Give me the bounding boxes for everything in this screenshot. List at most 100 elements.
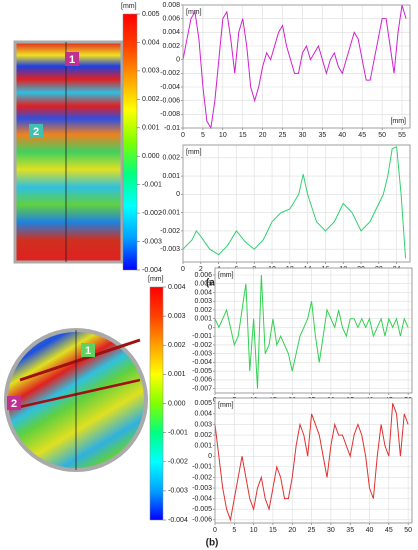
y-tick-label: 0.008 [162, 2, 180, 9]
y-tick-label: -0.004 [160, 84, 180, 91]
panel-label: (b) [206, 538, 219, 549]
y-tick-label: 0.004 [194, 411, 212, 418]
x-tick-label: 50 [404, 527, 412, 534]
y-tick-label: 0.003 [194, 421, 212, 428]
y-tick-label: 0.006 [162, 16, 180, 23]
x-tick-label: 35 [318, 132, 326, 139]
data-line [182, 146, 407, 259]
marker-box [29, 124, 43, 138]
plot-frame [182, 4, 411, 129]
y-tick-label: -0.006 [192, 517, 212, 524]
plot-area [182, 4, 411, 129]
y-tick-label: 0 [208, 324, 212, 331]
y-tick-label: 0.002 [194, 307, 212, 314]
data-line [214, 403, 409, 522]
specimen-map [13, 40, 124, 264]
y-tick-label: -0.001 [192, 464, 212, 471]
marker: 2 [11, 398, 17, 410]
marker: 2 [33, 126, 39, 138]
x-unit: [mm] [390, 118, 406, 125]
x-tick-label: 10 [250, 527, 258, 534]
y-tick-label: -0.002 [192, 474, 212, 481]
y-unit: [mm] [186, 9, 202, 16]
colorbar-tick-label: 0.001 [168, 371, 186, 378]
colorbar-tick-label: 0.000 [142, 153, 160, 160]
x-tick-label: 5 [232, 527, 236, 534]
y-tick-label: -0.003 [192, 351, 212, 358]
x-tick-label: 0 [213, 527, 217, 534]
x-tick-label: 35 [346, 527, 354, 534]
marker-box [65, 52, 79, 66]
plot-area [214, 267, 413, 394]
plot-area [182, 144, 411, 263]
crack [14, 378, 141, 410]
x-tick-label: 10 [219, 132, 227, 139]
x-tick-label: 2 [199, 266, 203, 273]
colorbar-tick-label: -0.002 [168, 459, 188, 466]
y-tick-label: -0.006 [192, 377, 212, 384]
data-line [182, 4, 407, 130]
colorbar-unit: [mm] [121, 3, 137, 10]
plot-frame [182, 144, 411, 263]
marker: 1 [69, 54, 75, 66]
x-tick-label: 0 [181, 266, 185, 273]
colorbar-tick-label: 0.000 [168, 400, 186, 407]
x-tick-label: 15 [239, 132, 247, 139]
x-tick-label: 30 [327, 527, 335, 534]
x-tick-label: 20 [288, 527, 296, 534]
x-tick-label: 15 [269, 527, 277, 534]
y-tick-label: 0 [208, 453, 212, 460]
y-tick-label: 0.004 [162, 29, 180, 36]
y-tick-label: 0.001 [194, 316, 212, 323]
colorbar [122, 13, 138, 271]
y-tick-label: 0 [176, 57, 180, 64]
x-tick-label: 0 [181, 132, 185, 139]
colorbar [149, 286, 164, 521]
x-tick-label: 30 [299, 132, 307, 139]
colorbar-tick-label: 0.005 [142, 11, 160, 18]
y-tick-label: -0.003 [160, 246, 180, 253]
y-tick-label: -0.002 [192, 342, 212, 349]
y-tick-label: 0.002 [162, 43, 180, 50]
y-tick-label: 0.001 [194, 443, 212, 450]
colorbar-tick-label: 0.002 [168, 342, 186, 349]
x-tick-label: 40 [338, 132, 346, 139]
y-tick-label: 0.002 [194, 432, 212, 439]
panel-label: (a) [206, 278, 218, 289]
colorbar-tick-label: 0.003 [142, 68, 160, 75]
x-tick-label: 45 [358, 132, 366, 139]
y-tick-label: 0.002 [162, 155, 180, 162]
y-tick-label: -0.005 [192, 368, 212, 375]
y-tick-label: -0.006 [160, 98, 180, 105]
y-tick-label: -0.008 [160, 111, 180, 118]
data-line [214, 274, 409, 389]
y-unit: [mm] [218, 272, 234, 279]
colorbar-tick-label: -0.003 [168, 488, 188, 495]
y-tick-label: 0.004 [194, 289, 212, 296]
y-tick-label: -0.007 [192, 385, 212, 392]
x-tick-label: 50 [378, 132, 386, 139]
x-tick-label: 5 [201, 132, 205, 139]
colorbar-tick-label: 0.003 [168, 313, 186, 320]
y-tick-label: 0.006 [194, 272, 212, 279]
marker: 1 [85, 345, 91, 357]
plot-area [214, 397, 413, 524]
colorbar-tick-label: -0.001 [168, 429, 188, 436]
colorbar-unit: [mm] [148, 276, 164, 283]
colorbar-tick-label: -0.004 [142, 267, 162, 274]
colorbar-tick-label: -0.003 [142, 238, 162, 245]
y-unit: [mm] [218, 402, 234, 409]
y-tick-label: -0.002 [160, 228, 180, 235]
colorbar-tick-label: -0.004 [168, 517, 188, 524]
y-tick-label: 0.003 [194, 298, 212, 305]
plot-frame [214, 397, 413, 524]
marker-box [81, 343, 95, 357]
marker-box [7, 396, 21, 410]
colorbar-tick-label: -0.001 [142, 182, 162, 189]
x-tick-label: 55 [398, 132, 406, 139]
colorbar-tick-label: 0.001 [142, 125, 160, 132]
y-tick-label: -0.005 [192, 506, 212, 513]
colorbar-tick-label: -0.002 [142, 210, 162, 217]
y-tick-label: 0.005 [194, 281, 212, 288]
